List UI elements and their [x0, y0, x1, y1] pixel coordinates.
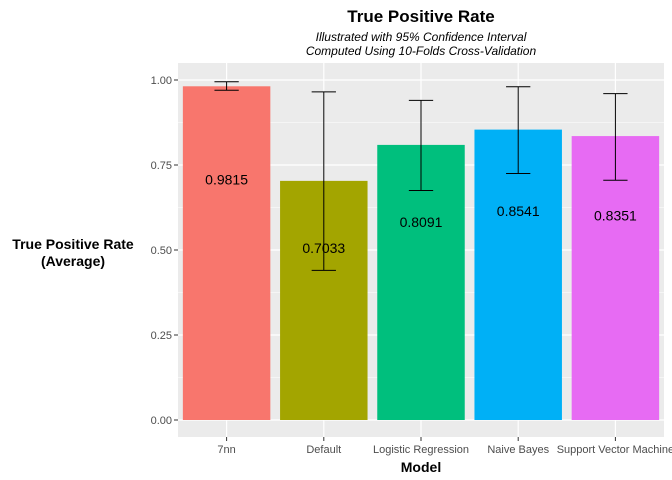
bar [571, 136, 660, 421]
data-label: 0.7033 [302, 240, 345, 256]
bar [474, 129, 562, 420]
data-label: 0.8541 [497, 203, 540, 219]
error-bars [214, 81, 628, 271]
data-label: 0.8091 [400, 214, 443, 230]
chart-title: True Positive Rate [347, 7, 494, 26]
bars [182, 86, 660, 421]
chart-subtitle-line-1: Illustrated with 95% Confidence Interval [316, 30, 527, 44]
x-tick-label: Support Vector Machine [557, 444, 672, 456]
chart-subtitle-line-2: Computed Using 10-Folds Cross-Validation [306, 44, 537, 58]
x-axis-title: Model [401, 459, 441, 475]
x-axis: 7nn Default Logistic Regression Naive Bayes… [217, 437, 672, 456]
data-labels: 0.9815 0.7033 0.8091 0.8541 0.8351 [205, 172, 637, 256]
y-axis: 0.00 0.25 0.50 0.75 1.00 [151, 75, 178, 427]
x-tick-label: 7nn [217, 444, 235, 456]
y-tick-label: 0.25 [151, 330, 172, 342]
x-tick-label: Default [306, 444, 341, 456]
y-tick-label: 0.75 [151, 160, 172, 172]
x-tick-label: Naive Bayes [487, 444, 549, 456]
y-tick-label: 0.50 [151, 245, 172, 257]
data-label: 0.8351 [594, 208, 637, 224]
y-axis-title-line-2: (Average) [41, 253, 105, 269]
bar [182, 86, 271, 420]
data-label: 0.9815 [205, 172, 248, 188]
x-tick-label: Logistic Regression [373, 444, 469, 456]
y-axis-title-line-1: True Positive Rate [12, 236, 134, 252]
y-tick-label: 1.00 [151, 75, 172, 87]
y-tick-label: 0.00 [151, 415, 172, 427]
